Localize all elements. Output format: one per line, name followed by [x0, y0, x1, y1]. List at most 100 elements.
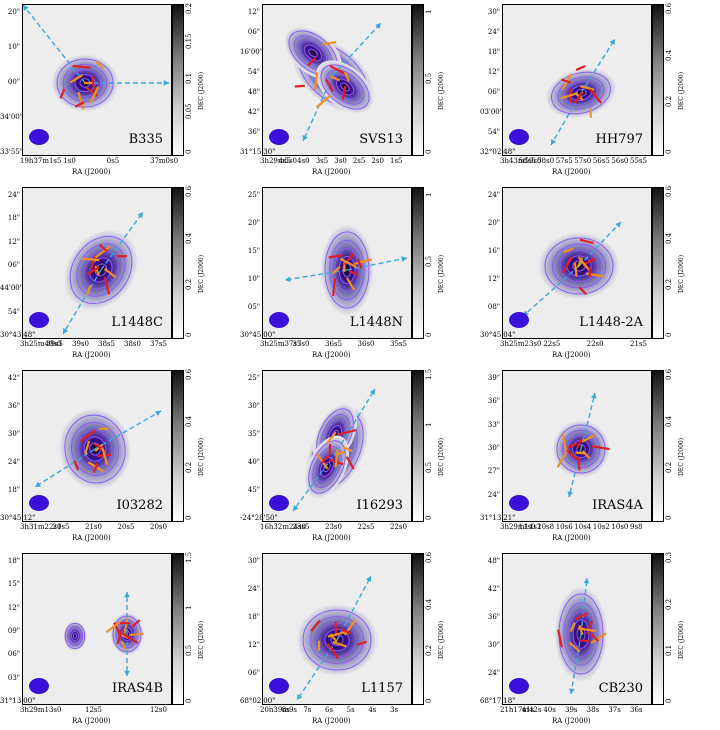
- ra-axis-label: RA (J2000): [552, 717, 591, 725]
- contour: [64, 414, 126, 484]
- ra-tick-label: 22s0: [586, 340, 604, 348]
- dec-tick-label: 06": [7, 650, 20, 659]
- colorbar-tick: 0.2: [185, 462, 193, 474]
- dec-tick-label: 30": [487, 8, 500, 16]
- polarization-vector: [569, 622, 576, 633]
- ra-tick-label: 3h29m5s0: [260, 157, 298, 165]
- polarization-vector: [94, 265, 100, 276]
- dec-tick-label: 68°02'00": [240, 697, 276, 705]
- polarization-vector: [345, 456, 355, 470]
- map-area: CB230: [502, 553, 652, 705]
- colorbar-tick: 0: [425, 332, 433, 337]
- dec-tick-label: 18": [487, 48, 500, 56]
- outflow-arrow: [284, 269, 348, 281]
- contour: [72, 633, 78, 639]
- ra-tick-label: 57s0: [574, 157, 592, 165]
- arrowhead: [293, 505, 299, 511]
- dec-tick-label: 68°17'18": [480, 697, 516, 705]
- outflow-arrow: [568, 448, 582, 498]
- polarization-vector: [585, 272, 604, 278]
- dec-tick-label: 00": [7, 78, 20, 86]
- map-area: IRAS4B: [22, 553, 172, 705]
- dec-tick-label: 54": [7, 307, 20, 316]
- ra-tick-label: 5s: [346, 706, 355, 714]
- map-svg: [269, 22, 382, 145]
- polarization-vector: [77, 91, 85, 110]
- contour: [68, 69, 102, 97]
- contour: [335, 78, 355, 96]
- contour: [572, 619, 590, 649]
- ra-tick-label: 37s5: [150, 340, 167, 348]
- panel-l1448n: L1448N 0 0.5 1 DEC (J2000) 25" 20" 15" 10" 05" 30°…: [240, 183, 474, 363]
- dec-tick-label: 24": [7, 191, 20, 199]
- polarization-vector: [556, 451, 568, 468]
- ra-tick-label: 3h31m22s0: [20, 523, 62, 531]
- arrowhead: [63, 328, 69, 334]
- map-svg: [269, 575, 378, 701]
- arrowhead: [401, 256, 407, 262]
- colorbar: [412, 553, 424, 705]
- polarization-vector: [590, 633, 600, 642]
- dec-tick-label: 36": [7, 402, 20, 410]
- polarization-vector: [105, 620, 122, 634]
- ra-tick-label: 57s5: [555, 157, 573, 165]
- colorbar-tick: 0: [185, 515, 193, 520]
- colorbar-tick: 0.4: [185, 415, 193, 427]
- beam-ellipse: [269, 129, 289, 145]
- colorbar-tick: 0.2: [665, 598, 673, 610]
- dec-tick-label: 12": [487, 68, 500, 76]
- ra-tick-label: 1s5: [390, 157, 403, 165]
- dec-tick-label: 30": [487, 444, 500, 452]
- polarization-vector: [59, 88, 66, 99]
- colorbar: [172, 187, 184, 339]
- contour: [568, 611, 594, 657]
- arrowhead: [567, 491, 574, 497]
- beam-ellipse: [269, 495, 289, 511]
- dec-tick-label: 06": [247, 669, 260, 677]
- dec-tick-label: 09": [7, 627, 20, 635]
- colorbar-tick: 0.15: [185, 33, 193, 49]
- ra-tick-label: 22s5: [357, 523, 375, 531]
- colorbar-tick: 0: [665, 698, 673, 703]
- arrowhead: [615, 222, 621, 228]
- polarization-vector: [322, 41, 337, 46]
- ra-tick-label: 38s: [586, 706, 600, 714]
- polarization-vector: [577, 627, 596, 633]
- polarization-vector: [565, 449, 578, 460]
- contour: [329, 239, 365, 301]
- outflow-arrow: [522, 265, 580, 317]
- polarization-vector: [331, 265, 341, 275]
- polarization-vector: [568, 641, 581, 653]
- polarization-vector: [94, 245, 111, 259]
- ra-tick-label: 11s0: [518, 523, 536, 531]
- panel-i03282: I03282 0 0.2 0.4 0.6 DEC (J2000) 42" 36" 30" 24" 1…: [0, 366, 234, 546]
- ra-tick-label: 39s: [565, 706, 578, 714]
- polarization-vector: [310, 619, 321, 632]
- panel-b335: B335 0 0.05 0.1 0.15 0.2 DEC (J2000) 20" 10" 00" 3…: [0, 0, 234, 180]
- polarization-vector: [73, 460, 80, 471]
- panel-hh797: HH797 0 0.2 0.4 0.6 DEC (J2000) 30" 24" 18" 12" 06…: [480, 0, 714, 180]
- beam-ellipse: [509, 495, 529, 511]
- ra-tick-label: 12s0: [150, 706, 167, 714]
- dec-tick-label: 20": [7, 8, 20, 16]
- ra-tick-label: 2s5: [352, 157, 366, 165]
- contour: [320, 64, 370, 110]
- colorbar-tick: 0.1: [665, 645, 673, 657]
- ra-tick-label: 20s0: [150, 523, 167, 531]
- panel-l1448c: L1448C 0 0.2 0.4 0.6 DEC (J2000) 24" 18" 12" 06" 4…: [0, 183, 234, 363]
- contour: [561, 429, 601, 469]
- polarization-vector: [561, 256, 573, 274]
- colorbar-tick: 0: [185, 698, 193, 703]
- polarization-vector: [579, 639, 590, 643]
- dec-tick-label: 24": [487, 669, 500, 677]
- arrowhead: [302, 135, 308, 141]
- dec-tick-label: 24": [247, 585, 260, 593]
- map-svg: [269, 224, 408, 328]
- outflow-arrow: [336, 388, 376, 452]
- dec-axis-label: DEC (J2000): [438, 254, 445, 293]
- dec-tick-label: 12": [7, 237, 20, 246]
- outflow-arrow: [296, 639, 338, 701]
- contour: [316, 451, 338, 483]
- ra-tick-label: 3h25m37s5: [260, 340, 302, 348]
- outflow-arrow: [94, 410, 162, 450]
